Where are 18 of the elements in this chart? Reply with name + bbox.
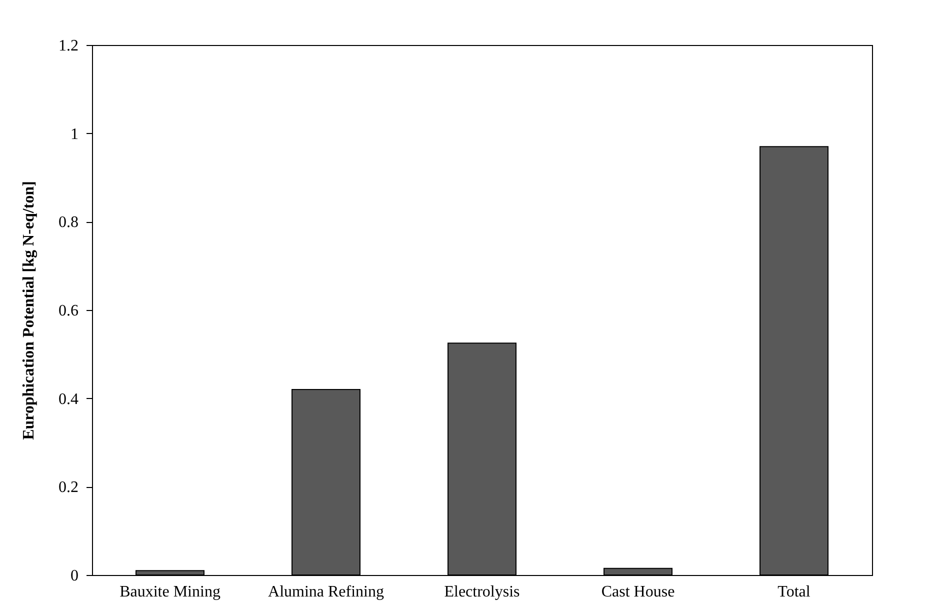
y-tick-label: 0.6: [58, 302, 78, 320]
y-tick-label: 1: [70, 126, 78, 143]
bar: [136, 570, 204, 576]
bar: [760, 146, 828, 576]
y-tick-label: 0.8: [58, 214, 78, 232]
bar: [292, 389, 360, 576]
y-tick-label: 0.2: [58, 479, 78, 496]
y-axis-title: Europhication Potential [kg N-eq/ton]: [20, 181, 38, 440]
x-tick-label: Alumina Refining: [268, 584, 384, 600]
bar: [448, 342, 516, 576]
y-tick-label: 0.4: [58, 390, 78, 408]
x-tick-label: Electrolysis: [444, 584, 520, 600]
y-tick-label: 0: [70, 568, 78, 584]
y-tick-label: 1.2: [58, 38, 78, 54]
x-tick-label: Total: [778, 584, 811, 600]
x-tick-label: Bauxite Mining: [120, 584, 220, 600]
x-tick-label: Cast House: [601, 584, 675, 600]
bar: [604, 568, 672, 576]
